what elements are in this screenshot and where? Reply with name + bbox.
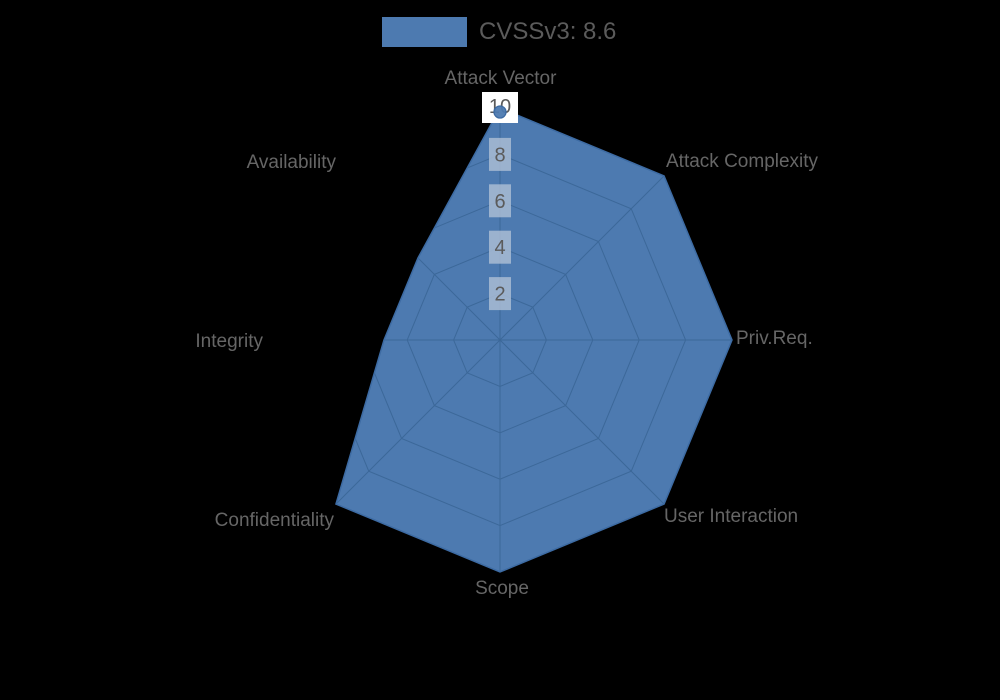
svg-text:Integrity: Integrity: [195, 331, 263, 352]
svg-text:Attack Complexity: Attack Complexity: [666, 151, 819, 172]
svg-text:Availability: Availability: [247, 152, 337, 173]
svg-text:Priv.Req.: Priv.Req.: [736, 328, 813, 349]
svg-text:2: 2: [494, 284, 505, 306]
svg-text:8: 8: [494, 144, 505, 166]
svg-text:4: 4: [494, 237, 505, 259]
svg-text:6: 6: [494, 191, 505, 213]
svg-text:Attack Vector: Attack Vector: [445, 68, 558, 89]
svg-text:User Interaction: User Interaction: [664, 506, 798, 527]
svg-text:Scope: Scope: [475, 578, 529, 599]
svg-text:Confidentiality: Confidentiality: [215, 510, 335, 531]
